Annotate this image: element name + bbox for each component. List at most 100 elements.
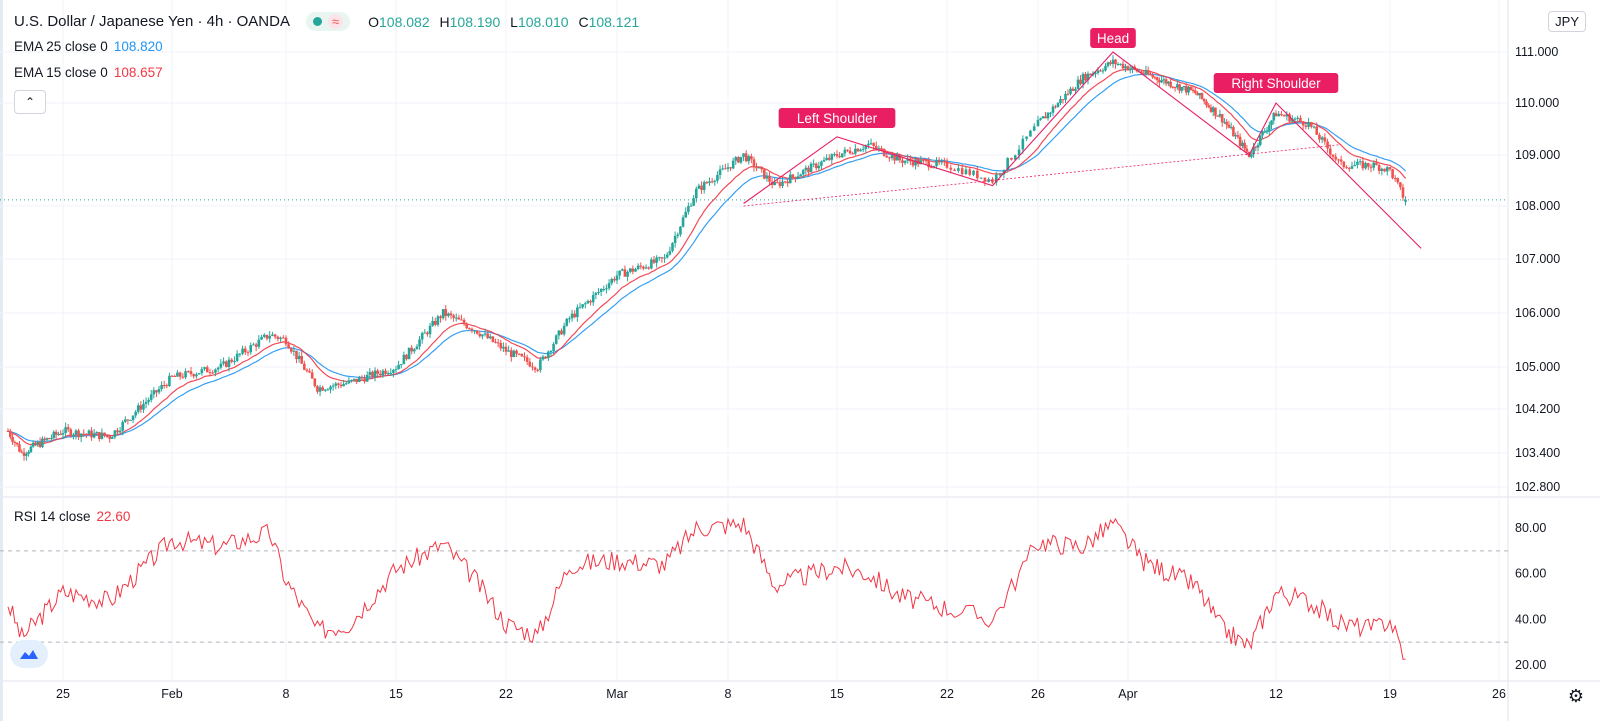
candle-body: [1358, 161, 1362, 163]
candle-body: [721, 168, 725, 170]
candle-body: [279, 337, 282, 339]
candle-body: [344, 383, 348, 385]
candle-body: [570, 313, 574, 319]
candle-body: [1096, 70, 1100, 73]
chart-header: U.S. Dollar / Japanese Yen · 4h · OANDA …: [14, 12, 645, 31]
candle-body: [410, 347, 414, 352]
candle-body: [1066, 93, 1070, 95]
candle-body: [1318, 134, 1321, 140]
candle-body: [820, 161, 823, 166]
price-axis-tick-label: 109.000: [1515, 148, 1560, 162]
candle-body: [1200, 93, 1204, 99]
candle-body: [665, 254, 669, 258]
candle-body: [760, 167, 764, 170]
candle-body: [1089, 73, 1092, 76]
candle-body: [1056, 103, 1060, 108]
candle-body: [378, 373, 382, 376]
head-label-bg: [1090, 28, 1136, 48]
candle-body: [13, 442, 17, 444]
candle-body: [1002, 169, 1006, 175]
candle-body: [1128, 68, 1132, 71]
candle-body: [59, 433, 63, 435]
candle-body: [679, 226, 682, 235]
candle-body: [1241, 142, 1244, 147]
candle-body: [284, 337, 288, 345]
candle-body: [880, 148, 883, 150]
candle-body: [108, 436, 112, 439]
candle-body: [111, 437, 114, 439]
candle-body: [684, 211, 688, 218]
candle-body: [176, 372, 179, 377]
candle-body: [92, 433, 96, 438]
candle-body: [568, 318, 571, 320]
rsi-legend[interactable]: RSI 14 close 22.60: [14, 509, 130, 524]
candle-body: [773, 182, 777, 186]
candle-body: [483, 333, 487, 335]
candle-body: [460, 319, 463, 321]
collapse-legend-button[interactable]: ⌃: [14, 90, 46, 114]
candle-body: [700, 185, 703, 190]
symbol-title[interactable]: U.S. Dollar / Japanese Yen · 4h · OANDA: [14, 13, 290, 30]
candle-body: [796, 176, 800, 179]
candle-body: [565, 318, 569, 326]
candle-body: [644, 267, 648, 269]
ema15-legend[interactable]: EMA 15 close 0 108.657: [14, 65, 163, 80]
candle-body: [43, 438, 46, 440]
candle-body: [620, 269, 624, 271]
ema25-legend[interactable]: EMA 25 close 0 108.820: [14, 39, 163, 54]
candle-body: [363, 378, 366, 382]
candle-body: [415, 346, 419, 350]
tradingview-logo-icon[interactable]: [10, 640, 48, 668]
candle-body: [536, 369, 540, 371]
candle-body: [1404, 199, 1407, 202]
candle-body: [1342, 161, 1346, 168]
candle-body: [581, 304, 584, 308]
candle-body: [549, 351, 553, 353]
candle-body: [854, 148, 857, 154]
candle-body: [940, 161, 944, 163]
candle-body: [1081, 73, 1085, 84]
candle-body: [1173, 87, 1177, 89]
candle-body: [441, 309, 445, 319]
candle-body: [243, 348, 247, 353]
candle-body: [360, 377, 364, 379]
candle-body: [791, 174, 795, 177]
candle-body: [968, 169, 972, 175]
candle-body: [765, 175, 769, 179]
candle-body: [541, 356, 545, 360]
candle-body: [468, 328, 471, 330]
candle-body: [25, 453, 28, 456]
candle-body: [972, 170, 975, 175]
market-status-badge[interactable]: ≈: [305, 12, 351, 31]
candle-body: [178, 372, 182, 377]
candle-body: [552, 343, 555, 352]
candle-body: [342, 383, 345, 387]
candle-body: [134, 411, 137, 416]
candle-body: [1153, 77, 1157, 79]
time-axis-tick-label: 12: [1269, 687, 1283, 701]
candle-body: [1061, 99, 1065, 101]
candle-body: [168, 375, 171, 387]
candle-body: [898, 155, 902, 161]
candle-body: [268, 335, 272, 339]
candle-body: [147, 399, 150, 402]
candle-body: [457, 317, 461, 320]
candle-body: [1238, 136, 1242, 147]
candle-body: [405, 354, 408, 360]
candle-body: [1270, 120, 1273, 126]
candle-body: [173, 376, 177, 378]
candle-body: [517, 353, 521, 355]
candle-body: [1121, 63, 1125, 69]
candle-body: [943, 161, 946, 163]
candle-body: [1350, 166, 1354, 169]
candle-body: [681, 217, 685, 227]
time-axis-tick-label: 15: [830, 687, 844, 701]
gear-icon[interactable]: ⚙: [1567, 686, 1584, 706]
candle-body: [692, 198, 695, 206]
candle-body: [623, 269, 627, 277]
candle-body: [29, 446, 33, 453]
currency-button[interactable]: JPY: [1548, 11, 1586, 32]
candle-body: [599, 289, 603, 292]
candle-body: [504, 346, 508, 352]
